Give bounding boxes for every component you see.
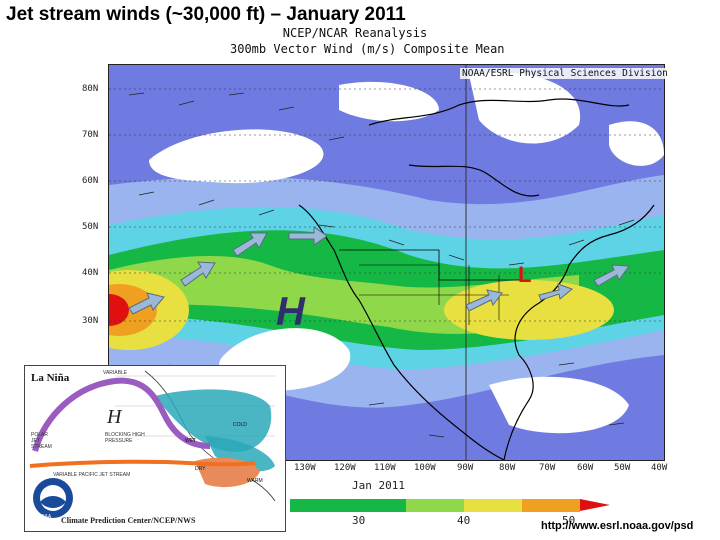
lon-label-50w: 50W [614,463,631,473]
inset-label-polar-jet: POLAR JET STREAM [31,432,52,450]
jet-arrow-3 [232,232,268,257]
jet-arrow-6 [538,283,573,301]
low-wind-canada [469,72,581,144]
scale-tick-30: 30 [352,514,366,527]
wind-vectors [128,92,635,438]
low-wind-alaska [339,81,439,122]
low-wind-greenland [609,121,664,166]
jet-arrow-5 [465,289,503,312]
slide-title: Jet stream winds (~30,000 ft) – January … [6,4,406,25]
lon-label-130w: 130W [294,463,316,473]
lat-label-50n: 50N [82,222,99,232]
inset-title: La Niña [31,372,70,384]
inset-label-wet: WET [185,438,197,444]
scale-swatch-green-2 [348,499,406,512]
low-wind-caribbean [489,376,629,434]
scale-tick-40: 40 [457,514,471,527]
la-nina-inset: La Niña VARIABLE POLAR JET STREAM H BLOC… [24,365,286,532]
scale-swatch-orange [522,499,580,512]
low-pressure-marker: L [518,262,532,287]
lon-label-120w: 120W [334,463,356,473]
jet-stream-arrows [128,226,630,315]
scale-arrow-tip [580,499,610,511]
jet-arrow-4 [288,226,328,246]
jet-arrow-1 [128,292,165,315]
source-url[interactable]: http://www.esrl.noaa.gov/psd [541,520,694,532]
inset-label-variable: VARIABLE [103,370,128,376]
inset-polar-jet [32,377,211,452]
inset-label-cold: COLD [233,422,247,428]
map-title-line2: 300mb Vector Wind (m/s) Composite Mean [230,42,505,56]
lat-label-80n: 80N [82,84,99,94]
inset-logo-text: NOAA [37,514,52,520]
high-pressure-marker: H [276,290,305,334]
lat-label-70n: 70N [82,130,99,140]
lon-label-70w: 70W [539,463,556,473]
map-credit: NOAA/ESRL Physical Sciences Division [460,68,670,79]
lon-label-40w: 40W [651,463,668,473]
inset-label-warm: WARM [247,478,263,484]
color-scale [290,499,580,512]
map-title-line1: NCEP/NCAR Reanalysis [282,26,428,40]
lat-label-30n: 30N [82,316,99,326]
lon-label-60w: 60W [577,463,594,473]
lon-label-110w: 110W [374,463,396,473]
lon-label-90w: 90W [457,463,474,473]
inset-high-symbol: H [107,406,122,428]
jet-core-red-west [109,294,129,326]
lon-label-100w: 100W [414,463,436,473]
date-label: Jan 2011 [352,479,405,492]
inset-label-pacific-jet: VARIABLE PACIFIC JET STREAM [53,472,131,478]
lat-label-60n: 60N [82,176,99,186]
jet-arrow-2 [180,261,216,287]
inset-label-blocking: BLOCKING HIGH PRESSURE [105,432,145,444]
inset-teal-region [155,389,272,452]
inset-pacific-jet [29,459,256,468]
inset-teal-region-2 [205,436,275,472]
inset-label-dry: DRY [195,466,206,472]
continent-outlines [298,98,655,460]
inset-footer: Climate Prediction Center/NCEP/NWS [61,516,196,525]
scale-swatch-light-green [406,499,464,512]
scale-swatch-yellow [464,499,522,512]
scale-swatch-green [290,499,348,512]
inset-graphic [25,366,285,531]
lon-label-80w: 80W [499,463,516,473]
low-wind-north-pacific [149,129,324,184]
lat-label-40n: 40N [82,268,99,278]
lat-lon-grid [109,65,664,460]
scale-tick-50: 50 [562,514,576,527]
jet-arrow-7 [593,264,630,287]
